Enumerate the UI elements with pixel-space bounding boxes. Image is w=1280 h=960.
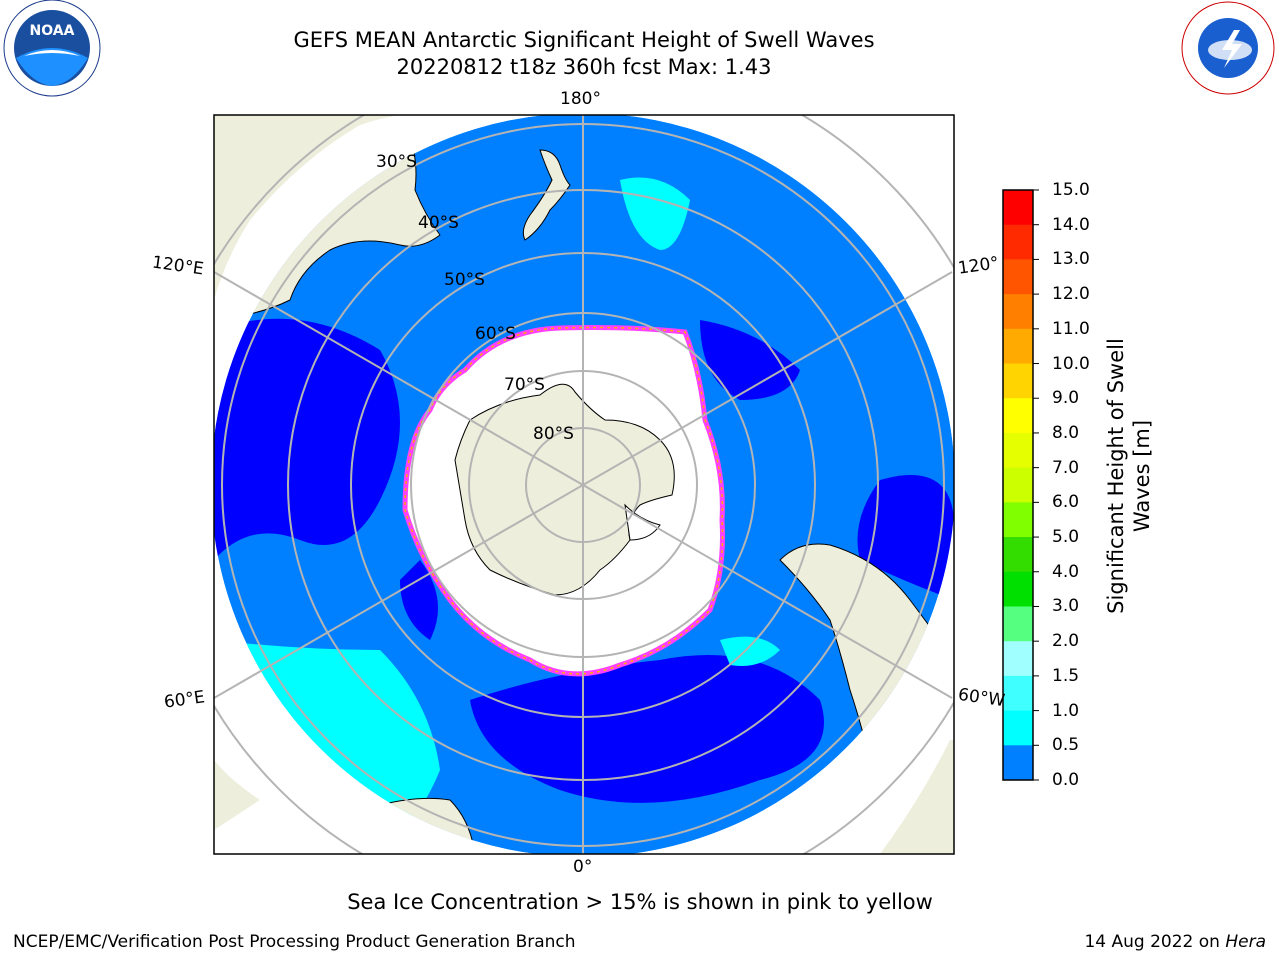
colorbar-bin	[1003, 224, 1033, 260]
colorbar-tick-label: 7.0	[1052, 457, 1080, 478]
colorbar-bin	[1003, 259, 1033, 295]
colorbar-tick-label: 10.0	[1052, 353, 1090, 374]
colorbar-label-line1: Significant Height of Swell	[1104, 338, 1128, 614]
colorbar-tick-label: 14.0	[1052, 214, 1090, 235]
colorbar-label-line2: Waves [m]	[1130, 419, 1154, 533]
colorbar-bin	[1003, 363, 1033, 399]
colorbar-bin	[1003, 571, 1033, 607]
colorbar-bin	[1003, 190, 1033, 226]
lat-label-40s: 40°S	[418, 213, 459, 233]
chart-title: GEFS MEAN Antarctic Significant Height o…	[293, 28, 875, 52]
colorbar-tick-label: 12.0	[1052, 284, 1090, 305]
colorbar-bin	[1003, 328, 1033, 365]
map-frame	[213, 114, 955, 855]
lat-label-60s: 60°S	[475, 324, 516, 344]
colorbar-tick-label: 11.0	[1052, 318, 1090, 339]
colorbar-bin	[1003, 398, 1033, 434]
footer-date: 14 Aug 2022 on Hera	[1084, 932, 1266, 952]
colorbar-tick-label: 15.0	[1052, 180, 1090, 200]
colorbar-tick-label: 4.0	[1052, 561, 1080, 582]
lon-label-180: 180°	[560, 89, 601, 109]
colorbar-frame	[1002, 189, 1034, 781]
colorbar-tick-label: 0.5	[1052, 735, 1080, 756]
colorbar-bin	[1003, 502, 1033, 538]
footer-date-text: 14 Aug 2022 on	[1084, 932, 1220, 952]
colorbar-tick-label: 5.0	[1052, 527, 1080, 548]
lat-label-30s: 30°S	[376, 152, 417, 172]
lat-label-50s: 50°S	[444, 270, 485, 290]
lat-label-70s: 70°S	[504, 375, 545, 395]
colorbar-bin	[1003, 537, 1033, 573]
colorbar-bin	[1003, 745, 1033, 781]
colorbar-tick-label: 1.0	[1052, 700, 1080, 721]
graticule	[214, 115, 954, 854]
colorbar-tick-label: 8.0	[1052, 422, 1080, 443]
lat-label-80s: 80°S	[533, 424, 574, 444]
chart-subtitle: 20220812 t18z 360h fcst Max: 1.43	[396, 55, 772, 79]
colorbar-tick-label: 3.0	[1052, 596, 1080, 617]
colorbar-bin	[1003, 606, 1033, 642]
noaa-logo-text: NOAA	[30, 23, 75, 39]
colorbar-bin	[1003, 432, 1033, 469]
colorbar-bin	[1003, 641, 1033, 677]
colorbar	[1002, 189, 1039, 781]
colorbar-bin	[1003, 294, 1033, 330]
lon-label-0: 0°	[573, 857, 593, 877]
colorbar-bin	[1003, 467, 1033, 503]
noaa-logo: NOAA	[3, 0, 101, 97]
colorbar-tick-label: 1.5	[1052, 665, 1080, 686]
nws-logo	[1181, 1, 1275, 95]
footer-credit: NCEP/EMC/Verification Post Processing Pr…	[13, 932, 576, 952]
colorbar-tick-label: 9.0	[1052, 388, 1080, 409]
new-zealand-land	[522, 149, 571, 241]
colorbar-bin	[1003, 675, 1033, 712]
sea-ice-note: Sea Ice Concentration > 15% is shown in …	[347, 890, 933, 914]
colorbar-tick-label: 6.0	[1052, 492, 1080, 513]
colorbar-label: Significant Height of Swell Waves [m]	[1103, 316, 1155, 636]
footer-host: Hera	[1225, 932, 1266, 952]
colorbar-tick-label: 0.0	[1052, 770, 1080, 790]
colorbar-bin	[1003, 710, 1033, 746]
colorbar-tick-label: 2.0	[1052, 631, 1080, 652]
colorbar-tick-label: 13.0	[1052, 249, 1090, 270]
